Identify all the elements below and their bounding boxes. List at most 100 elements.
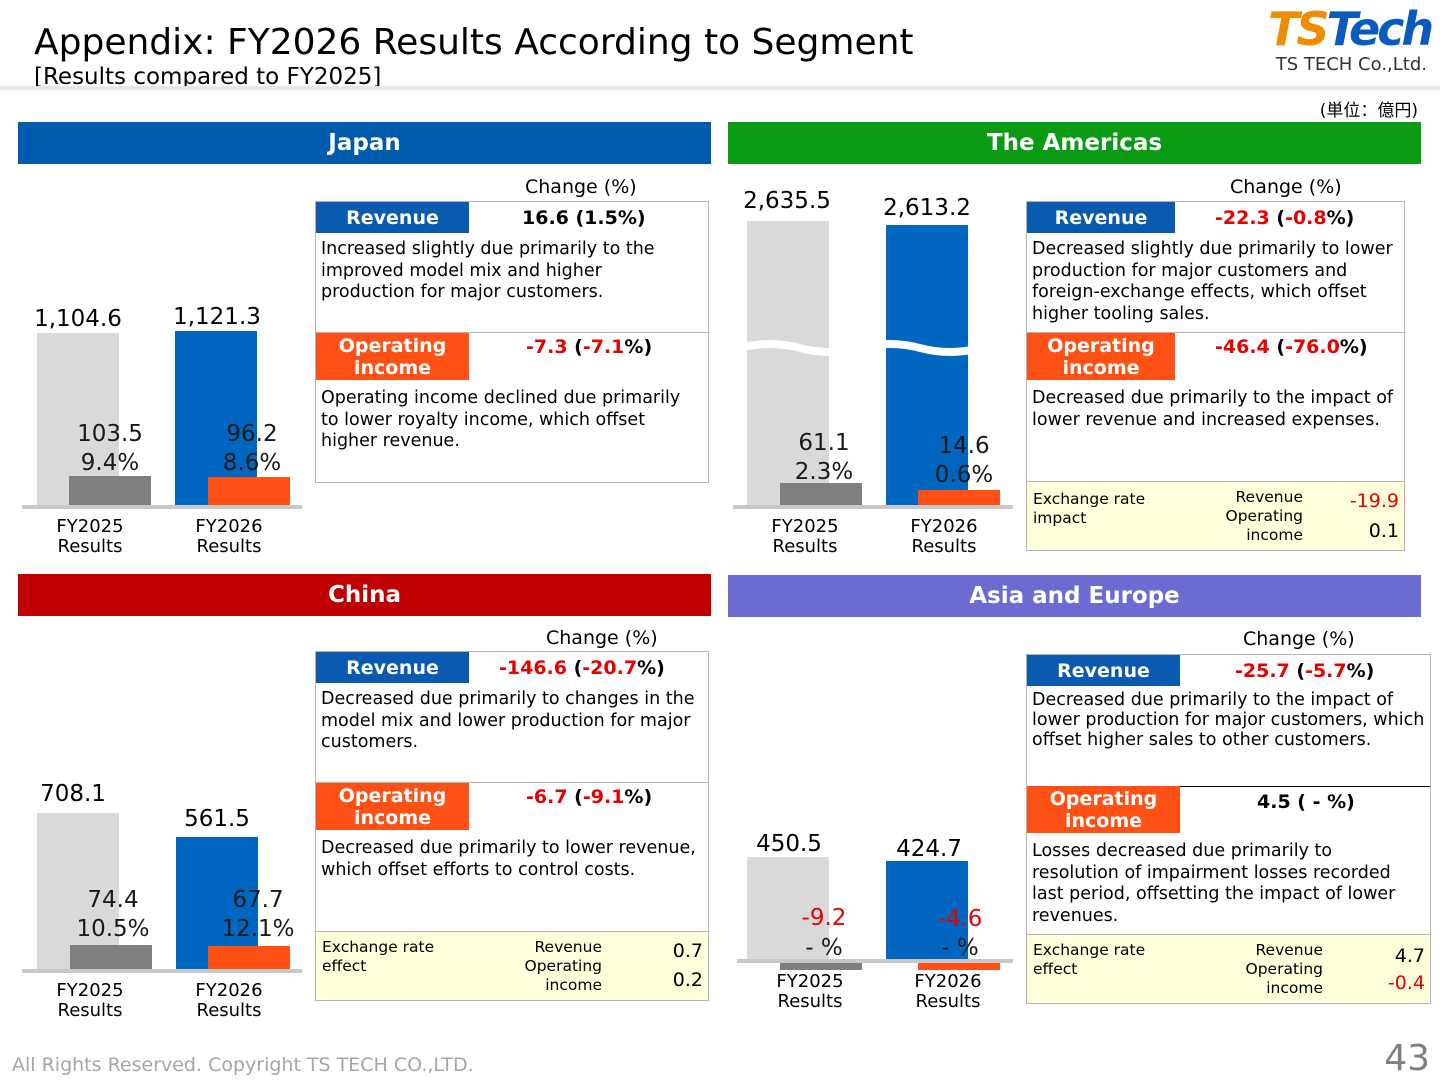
value-op-fy2025: 103.5 <box>77 421 143 447</box>
operating-income-description: Decreased due primarily to the impact of… <box>1032 388 1394 430</box>
chart-axis <box>737 959 1013 963</box>
change-header: Change (%) <box>546 627 658 649</box>
change-header: Change (%) <box>1243 628 1355 650</box>
value-revenue-fy2026: 424.7 <box>896 836 962 862</box>
value-margin-fy2026: - % <box>941 935 979 961</box>
value-revenue-fy2026: 2,613.2 <box>883 195 971 221</box>
divider <box>1180 786 1430 787</box>
bar-revenue-fy2025 <box>37 813 119 970</box>
bar-revenue-fy2025 <box>747 221 829 506</box>
value-margin-fy2026: 0.6% <box>934 462 994 488</box>
exchange-rate-box-americas: Exchange rate impact Revenue Operating i… <box>1026 481 1405 551</box>
copyright-footer: All Rights Reserved. Copyright TS TECH C… <box>12 1054 474 1076</box>
bar-revenue-fy2026 <box>886 225 968 506</box>
axis-break-icon <box>740 340 980 356</box>
revenue-description: Decreased due primarily to the impact of… <box>1032 690 1425 750</box>
x-label-fy2025: FY2025 Results <box>56 980 124 1021</box>
revenue-description: Decreased due primarily to changes in th… <box>321 689 695 752</box>
operating-income-change: -7.3 (-7.1%) <box>526 336 653 358</box>
revenue-change: -22.3 (-0.8%) <box>1215 207 1355 229</box>
value-op-fy2025: 74.4 <box>87 887 139 913</box>
revenue-change: 16.6 (1.5%) <box>522 207 646 229</box>
segment-band-asia-europe: Asia and Europe <box>728 575 1421 617</box>
fx-label: Exchange rate effect <box>1033 941 1146 978</box>
commentary-box-asia-europe: Revenue -25.7 (-5.7%) Decreased due prim… <box>1026 654 1431 936</box>
value-margin-fy2025: 2.3% <box>794 459 854 485</box>
bar-op-fy2026 <box>918 963 1000 970</box>
segment-band-americas: The Americas <box>728 122 1421 164</box>
value-margin-fy2025: 10.5% <box>76 916 150 942</box>
bar-op-fy2026 <box>918 490 1000 506</box>
operating-income-change: -46.4 (-76.0%) <box>1215 336 1368 358</box>
fx-operating-income-label: Operating income <box>1245 960 1324 997</box>
operating-income-tag: Operating income <box>316 333 469 380</box>
fx-operating-income-label: Operating income <box>1225 507 1304 544</box>
unit-label: (単位：億円) <box>1319 101 1418 121</box>
fx-revenue-value: 0.7 <box>672 940 703 962</box>
bar-op-fy2026 <box>208 477 290 506</box>
fx-revenue-value: -19.9 <box>1349 490 1399 512</box>
x-label-fy2026: FY2026 Results <box>910 516 978 557</box>
value-margin-fy2026: 8.6% <box>222 450 282 476</box>
operating-income-tag: Operating income <box>1027 786 1180 833</box>
change-header: Change (%) <box>525 176 637 198</box>
segment-band-japan: Japan <box>18 122 711 164</box>
operating-income-description: Losses decreased due primarily to resolu… <box>1032 841 1396 926</box>
commentary-box-americas: Revenue -22.3 (-0.8%) Decreased slightly… <box>1026 201 1405 483</box>
value-revenue-fy2025: 450.5 <box>756 831 822 857</box>
revenue-description: Decreased slightly due primarily to lowe… <box>1032 239 1393 324</box>
bar-op-fy2025 <box>70 945 152 970</box>
change-header: Change (%) <box>1230 176 1342 198</box>
x-label-fy2025: FY2025 Results <box>776 971 844 1012</box>
fx-revenue-value: 4.7 <box>1394 945 1425 967</box>
fx-revenue-label: Revenue <box>1255 941 1323 959</box>
value-op-fy2025: -9.2 <box>801 905 847 931</box>
page-title: Appendix: FY2026 Results According to Se… <box>34 22 914 63</box>
fx-operating-income-value: 0.1 <box>1368 520 1399 542</box>
operating-income-change: -6.7 (-9.1%) <box>526 786 653 808</box>
x-label-fy2026: FY2026 Results <box>195 516 263 557</box>
divider <box>1027 332 1404 333</box>
value-margin-fy2026: 12.1% <box>221 916 295 942</box>
bar-op-fy2026 <box>208 946 290 970</box>
operating-income-change: 4.5 ( - %) <box>1257 791 1355 813</box>
operating-income-description: Operating income declined due primarily … <box>321 388 681 451</box>
bar-revenue-fy2026 <box>886 861 968 960</box>
exchange-rate-box-china: Exchange rate effect Revenue Operating i… <box>315 931 709 1001</box>
value-revenue-fy2025: 2,635.5 <box>743 188 831 214</box>
value-op-fy2026: 67.7 <box>232 887 284 913</box>
revenue-tag: Revenue <box>316 202 469 233</box>
divider <box>316 332 708 333</box>
commentary-box-japan: Revenue 16.6 (1.5%) Increased slightly d… <box>315 201 709 483</box>
fx-label: Exchange rate impact <box>1033 490 1146 527</box>
revenue-change: -25.7 (-5.7%) <box>1235 660 1375 682</box>
fx-revenue-label: Revenue <box>534 938 602 956</box>
revenue-tag: Revenue <box>1027 655 1180 686</box>
value-revenue-fy2026: 561.5 <box>184 806 250 832</box>
divider <box>316 782 708 783</box>
revenue-tag: Revenue <box>316 652 469 683</box>
page-subtitle: [Results compared to FY2025] <box>34 64 382 90</box>
bar-revenue-fy2025 <box>747 857 829 960</box>
revenue-description: Increased slightly due primarily to the … <box>321 239 655 302</box>
value-revenue-fy2025: 1,104.6 <box>34 306 122 332</box>
x-label-fy2025: FY2025 Results <box>771 516 839 557</box>
value-revenue-fy2025: 708.1 <box>40 781 106 807</box>
header-divider <box>0 86 1440 90</box>
x-label-fy2026: FY2026 Results <box>914 971 982 1012</box>
value-op-fy2026: -4.6 <box>937 906 983 932</box>
page-number: 43 <box>1384 1038 1430 1079</box>
chart-axis <box>22 969 302 973</box>
bar-op-fy2025 <box>780 963 862 970</box>
company-logo: TSTech TS TECH Co.,Ltd. <box>1268 2 1434 80</box>
bar-op-fy2025 <box>69 476 151 506</box>
value-revenue-fy2026: 1,121.3 <box>173 304 261 330</box>
fx-operating-income-value: 0.2 <box>672 969 703 991</box>
exchange-rate-box-asia-europe: Exchange rate effect Revenue Operating i… <box>1026 934 1431 1004</box>
revenue-tag: Revenue <box>1027 202 1175 233</box>
x-label-fy2026: FY2026 Results <box>195 980 263 1021</box>
fx-operating-income-label: Operating income <box>524 957 603 994</box>
operating-income-tag: Operating income <box>1027 333 1175 380</box>
value-margin-fy2025: - % <box>805 935 843 961</box>
revenue-change: -146.6 (-20.7%) <box>499 657 665 679</box>
